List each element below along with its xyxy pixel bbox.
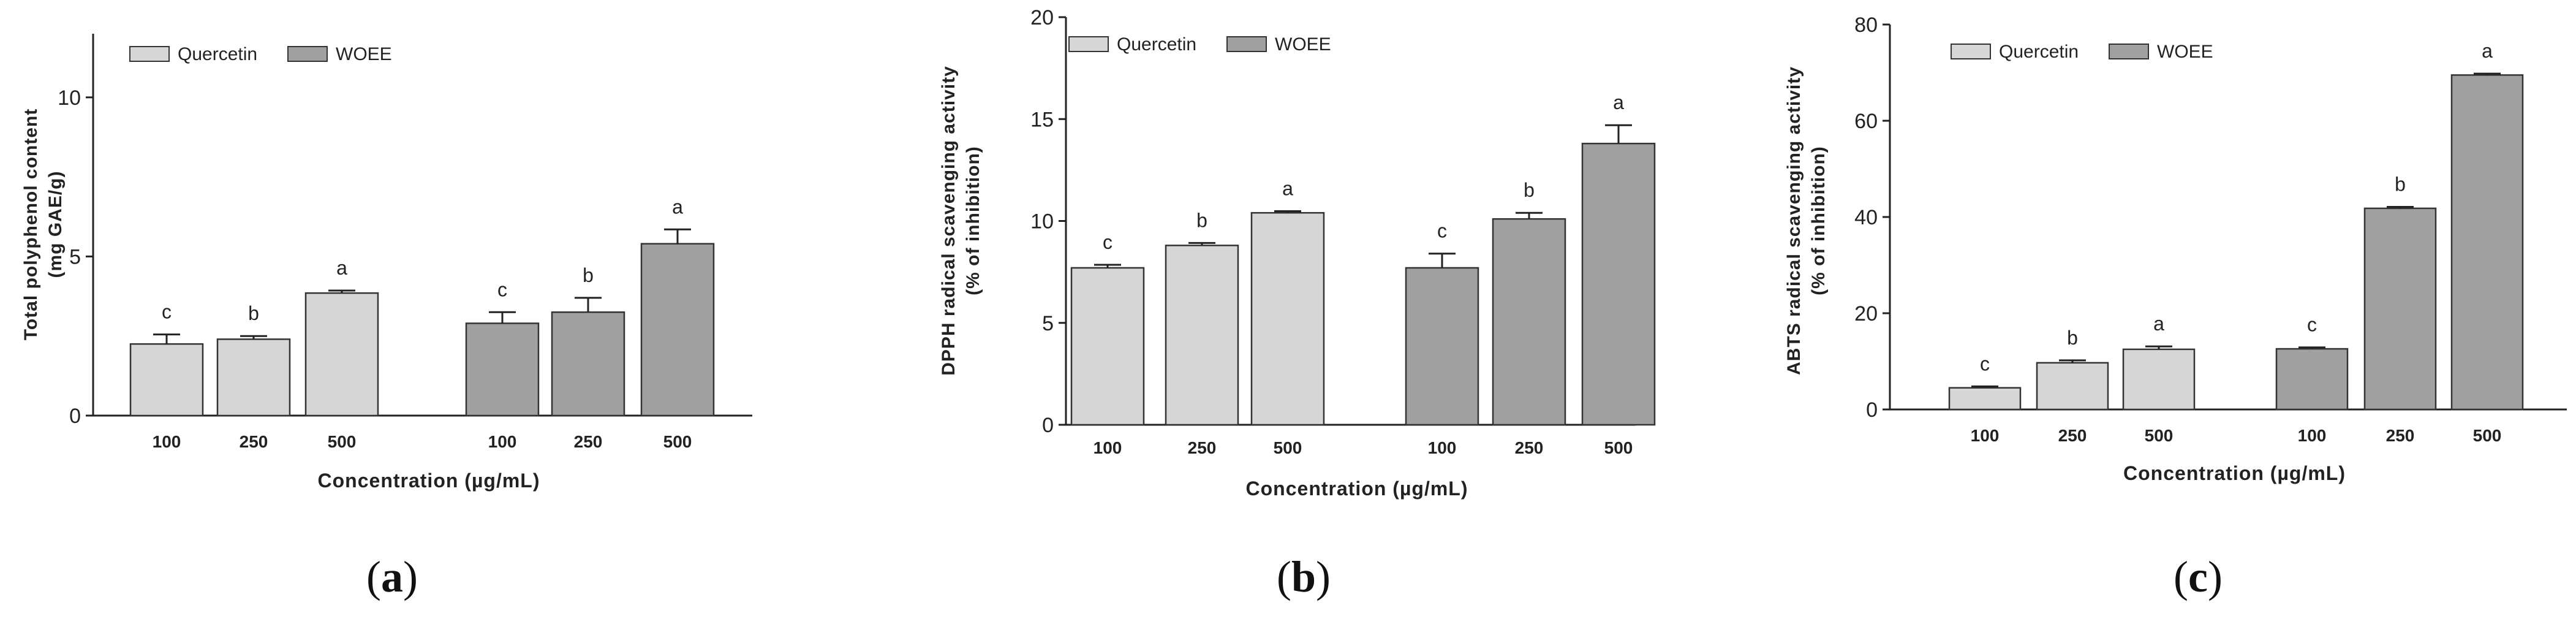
- x-tick-label: 100: [153, 432, 181, 451]
- y-axis-label-line: (% of inhibition): [1808, 146, 1829, 295]
- bar-quercetin-500: [304, 292, 379, 417]
- bar-quercetin-250: [2036, 362, 2109, 411]
- y-axis-label-line: DPPH radical scavenging activity: [939, 66, 959, 376]
- panel-label-c: (c): [2174, 552, 2223, 601]
- x-tick-label: 100: [1971, 426, 2000, 445]
- y-tick-label: 20: [1030, 6, 1054, 29]
- chart-panel-b: 0 5 10 15 20 DPPH radical scavenging activity…: [939, 6, 1656, 500]
- x-tick-label: 100: [1428, 438, 1457, 457]
- y-tick-label: 40: [1854, 206, 1878, 229]
- panel-label-b: (b): [1276, 552, 1331, 601]
- x-tick-label: 100: [1093, 438, 1122, 457]
- legend-label-quercetin: Quercetin: [178, 44, 257, 64]
- significance-letter: b: [583, 264, 594, 286]
- significance-letter: a: [1282, 178, 1293, 200]
- x-tick-label: 100: [2298, 426, 2327, 445]
- x-tick-label: 250: [2386, 426, 2415, 445]
- significance-letter: a: [336, 257, 347, 279]
- legend-label-woee: WOEE: [1275, 34, 1331, 55]
- significance-letter: c: [1437, 220, 1447, 242]
- legend-swatch-woee: [287, 46, 328, 62]
- y-axis-label: ABTS radical scavenging activity (% of in…: [1784, 66, 1829, 375]
- bar-quercetin-500: [1250, 211, 1325, 426]
- y-tick-label: 5: [1042, 312, 1054, 335]
- significance-letter: c: [162, 301, 172, 323]
- x-tick-label: 500: [1274, 438, 1302, 457]
- legend-swatch-woee: [2109, 44, 2149, 59]
- bar-quercetin-100: [1948, 387, 2022, 411]
- bar-woee-500: [640, 243, 715, 417]
- y-axis-label-line: Total polyphenol content: [21, 108, 41, 340]
- y-tick-label: 0: [1866, 398, 1878, 422]
- x-tick-label: 500: [663, 432, 692, 451]
- significance-letter: a: [672, 196, 683, 218]
- significance-letter: b: [1196, 209, 1207, 231]
- x-tick-label: 100: [488, 432, 517, 451]
- y-tick-label: 20: [1854, 302, 1878, 325]
- significance-letter: a: [2482, 40, 2493, 62]
- bar-quercetin-100: [129, 343, 204, 417]
- bar-woee-250: [2363, 207, 2437, 411]
- y-axis-label: DPPH radical scavenging activity (% of in…: [939, 66, 983, 376]
- legend-swatch-woee: [1226, 36, 1267, 52]
- bar-quercetin-250: [216, 338, 291, 417]
- x-tick-label: 250: [1188, 438, 1217, 457]
- y-tick-label: 15: [1030, 108, 1054, 131]
- y-tick-label: 0: [1042, 414, 1054, 437]
- y-axis-label-line: (mg GAE/g): [45, 171, 66, 278]
- x-tick-label: 500: [2473, 426, 2502, 445]
- significance-letter: a: [1613, 91, 1624, 113]
- y-axis-label-line: (% of inhibition): [963, 146, 983, 295]
- significance-letter: c: [497, 278, 507, 300]
- legend-label-quercetin: Quercetin: [1999, 42, 2079, 62]
- significance-letter: c: [1980, 352, 1990, 375]
- y-tick-label: 80: [1854, 13, 1878, 37]
- x-tick-label: 250: [1515, 438, 1544, 457]
- x-tick-label: 250: [240, 432, 268, 451]
- x-tick-label: 250: [2058, 426, 2087, 445]
- y-tick-label: 5: [69, 245, 81, 268]
- legend-label-quercetin: Quercetin: [1117, 34, 1196, 55]
- bar-quercetin-250: [1165, 245, 1239, 426]
- bar-quercetin-500: [2122, 348, 2196, 411]
- x-tick-label: 500: [1604, 438, 1633, 457]
- bar-woee-500: [1581, 142, 1656, 426]
- x-tick-label: 500: [2145, 426, 2174, 445]
- significance-letter: c: [2307, 314, 2317, 336]
- bar-woee-250: [551, 311, 625, 417]
- panel-label-a: (a): [366, 552, 418, 601]
- x-axis-label: Concentration (µg/mL): [2123, 462, 2346, 484]
- bar-woee-100: [2275, 348, 2349, 411]
- y-tick-label: 0: [69, 405, 81, 428]
- bar-woee-250: [1492, 218, 1566, 426]
- chart-panel-c: 0 20 40 60 80 ABTS radical scavenging activit…: [1784, 13, 2567, 484]
- significance-letter: c: [1103, 231, 1112, 253]
- x-axis-label: Concentration (µg/mL): [318, 470, 540, 492]
- legend-swatch-quercetin: [1068, 36, 1109, 52]
- bar-woee-100: [465, 322, 540, 417]
- legend-swatch-quercetin: [129, 46, 170, 62]
- significance-letter: b: [2067, 327, 2078, 349]
- y-tick-label: 60: [1854, 110, 1878, 133]
- y-axis-label: Total polyphenol content (mg GAE/g): [21, 108, 66, 340]
- x-axis-label: Concentration (µg/mL): [1246, 478, 1468, 500]
- y-axis-label-line: ABTS radical scavenging activity: [1784, 66, 1804, 375]
- y-tick-label: 10: [1030, 210, 1054, 234]
- legend-label-woee: WOEE: [336, 44, 392, 64]
- legend-label-woee: WOEE: [2157, 42, 2213, 62]
- bar-quercetin-100: [1070, 267, 1145, 426]
- significance-letter: b: [1524, 179, 1535, 201]
- x-tick-label: 500: [328, 432, 357, 451]
- significance-letter: b: [2395, 173, 2406, 196]
- y-tick-label: 10: [58, 86, 81, 110]
- legend-swatch-quercetin: [1951, 44, 1991, 59]
- significance-letter: b: [248, 302, 259, 324]
- bar-woee-500: [2450, 74, 2524, 411]
- x-tick-label: 250: [574, 432, 603, 451]
- bar-woee-100: [1405, 267, 1479, 426]
- significance-letter: a: [2153, 313, 2164, 335]
